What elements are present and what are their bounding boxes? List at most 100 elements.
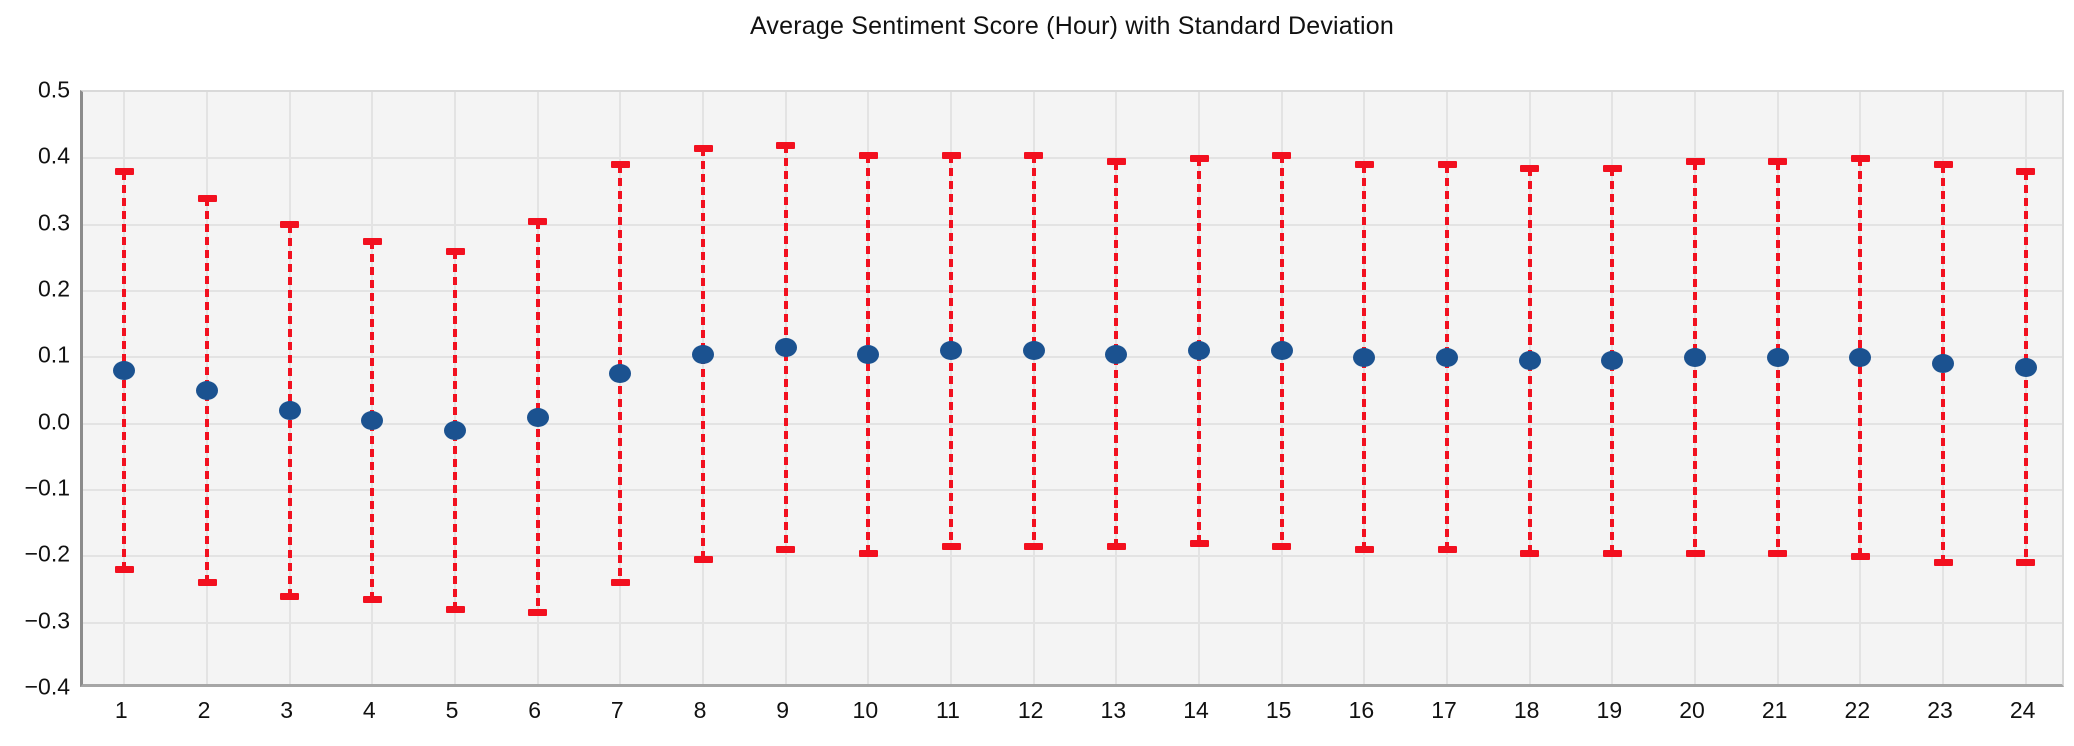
h-gridline <box>83 489 2062 491</box>
plot-area <box>80 90 2064 687</box>
x-tick-label: 23 <box>1927 697 1953 723</box>
error-bar-cap-top <box>1024 151 1044 159</box>
mean-marker <box>278 400 301 420</box>
x-tick-label: 7 <box>610 697 624 723</box>
mean-marker <box>2014 357 2037 377</box>
error-bar-cap-bottom <box>693 556 713 564</box>
error-bar-cap-bottom <box>1106 542 1126 550</box>
error-bar-cap-top <box>1602 164 1622 172</box>
error-bar-cap-bottom <box>528 609 548 617</box>
mean-marker <box>113 361 136 381</box>
x-tick-label: 21 <box>1761 697 1788 723</box>
error-bar-cap-bottom <box>445 605 465 613</box>
mean-marker <box>1353 347 1376 367</box>
x-tick-label: 12 <box>1017 697 1044 723</box>
error-bar-cap-top <box>1272 151 1292 159</box>
error-bar-cap-bottom <box>280 592 300 600</box>
error-bar-cap-top <box>280 221 300 229</box>
mean-marker <box>1766 347 1789 367</box>
x-tick-label: 9 <box>776 697 790 723</box>
h-gridline <box>83 223 2062 226</box>
error-bar-cap-top <box>2016 168 2036 176</box>
x-tick-label: 13 <box>1100 697 1127 723</box>
error-bar-cap-top <box>776 141 796 149</box>
h-gridline <box>83 157 2062 160</box>
h-gridline <box>83 290 2062 292</box>
error-bar-cap-bottom <box>941 542 961 550</box>
mean-marker <box>361 410 384 430</box>
y-tick-label: 0.1 <box>38 341 70 368</box>
error-bar-cap-bottom <box>1189 539 1209 547</box>
error-bar-cap-bottom <box>2016 559 2036 567</box>
h-gridline <box>83 356 2062 359</box>
x-tick-label: 17 <box>1431 697 1457 723</box>
error-bar-cap-top <box>1106 158 1126 166</box>
h-gridline <box>83 621 2062 624</box>
chart-title: Average Sentiment Score (Hour) with Stan… <box>750 12 1394 40</box>
mean-marker <box>774 337 797 357</box>
x-tick-label: 19 <box>1596 697 1623 723</box>
error-bar-cap-top <box>1189 154 1209 162</box>
x-tick-label: 10 <box>852 697 879 723</box>
x-tick-label: 5 <box>445 697 459 723</box>
mean-marker <box>196 381 218 400</box>
x-tick-label: 11 <box>936 697 960 723</box>
error-bar-cap-top <box>1685 158 1705 166</box>
mean-marker <box>1518 351 1541 371</box>
y-tick-label: 0.2 <box>38 275 70 302</box>
error-bar-cap-top <box>362 237 382 245</box>
error-bar-cap-bottom <box>362 595 382 603</box>
x-tick-label: 3 <box>280 697 294 723</box>
error-bar-cap-bottom <box>1850 552 1870 560</box>
y-tick-label: 0.5 <box>38 76 70 103</box>
x-tick-label: 8 <box>693 697 707 723</box>
error-bar-cap-bottom <box>858 549 878 557</box>
error-bar-cap-top <box>693 144 713 152</box>
h-gridline <box>83 555 2062 558</box>
x-tick-label: 4 <box>362 697 376 723</box>
error-bar-cap-top <box>1850 154 1870 162</box>
y-tick-label: −0.2 <box>24 540 70 567</box>
error-bar-cap-bottom <box>1933 559 1953 567</box>
mean-marker <box>1022 341 1045 361</box>
x-tick-label: 18 <box>1513 697 1540 723</box>
x-tick-label: 20 <box>1679 697 1705 723</box>
error-bar-cap-top <box>610 161 630 169</box>
error-bar-cap-bottom <box>1272 542 1292 550</box>
error-bar-cap-top <box>528 217 548 225</box>
error-bar-cap-top <box>1768 158 1788 166</box>
x-tick-label: 1 <box>114 697 128 723</box>
error-bar-cap-top <box>1520 164 1540 172</box>
error-bar-cap-bottom <box>1602 549 1622 557</box>
error-bar-cap-bottom <box>197 579 217 587</box>
y-tick-label: −0.1 <box>24 474 70 501</box>
y-tick-label: −0.3 <box>24 607 70 634</box>
error-bar-cap-bottom <box>1520 549 1540 557</box>
mean-marker <box>444 420 466 440</box>
x-tick-label: 15 <box>1265 697 1292 723</box>
x-tick-label: 2 <box>197 697 211 723</box>
mean-marker <box>609 364 632 384</box>
error-bar-cap-bottom <box>114 566 134 574</box>
x-tick-label: 22 <box>1844 697 1871 723</box>
error-bar-cap-bottom <box>1437 546 1457 554</box>
y-tick-label: −0.4 <box>24 673 70 700</box>
error-bar-cap-top <box>941 151 961 159</box>
x-tick-label: 16 <box>1348 697 1375 723</box>
error-bar-cap-bottom <box>1354 546 1374 554</box>
error-bar-cap-bottom <box>1685 549 1705 557</box>
y-tick-label: 0.3 <box>38 209 70 236</box>
error-bar-cap-top <box>1354 161 1374 169</box>
mean-marker <box>692 344 714 364</box>
y-tick-label: 0.4 <box>38 142 70 169</box>
error-bar-cap-top <box>858 151 878 159</box>
error-bar-cap-top <box>197 194 217 202</box>
mean-marker <box>1932 354 1954 374</box>
x-tick-label: 14 <box>1183 697 1209 723</box>
error-bar-cap-bottom <box>1024 542 1044 550</box>
error-bar-cap-top <box>445 247 465 255</box>
error-bar-cap-bottom <box>1768 549 1788 557</box>
mean-marker <box>1188 341 1210 361</box>
y-tick-label: 0.0 <box>38 408 70 435</box>
